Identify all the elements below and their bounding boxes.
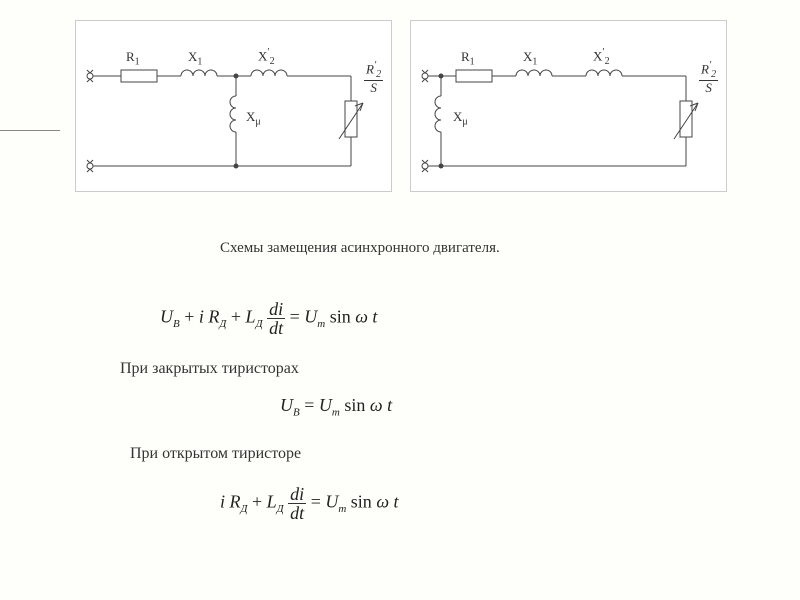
label-X2p-right: X′2 [593,47,610,67]
label-R2pS-left: R′2S [364,61,383,94]
caption-text: Схемы замещения асинхронного двигателя. [220,240,500,257]
equation-3: i RД + LД didt = Um sin ω t [220,485,399,522]
text-open-thyristor: При открытом тиристоре [130,445,301,463]
equation-2: UB = Um sin ω t [280,395,392,419]
label-X1-right: X1 [523,49,537,68]
label-X1-left: X1 [188,49,202,68]
text-closed-thyristors: При закрытых тиристорах [120,360,299,378]
label-R1-right: R1 [461,49,475,68]
equation-1: UB + i RД + LД didt = Um sin ω t [160,300,377,337]
circuit-right-svg [411,21,726,191]
circuit-left-box: R1 X1 X′2 R′2S Xμ [75,20,392,192]
circuit-right-box: R1 X1 X′2 R′2S Xμ [410,20,727,192]
label-Xmu-right: Xμ [453,109,468,128]
label-X2p-left: X′2 [258,47,275,67]
label-R1-left: R1 [126,49,140,68]
label-Xmu-left: Xμ [246,109,261,128]
page-underline [0,130,60,131]
label-R2pS-right: R′2S [699,61,718,94]
circuit-left-svg [76,21,391,191]
